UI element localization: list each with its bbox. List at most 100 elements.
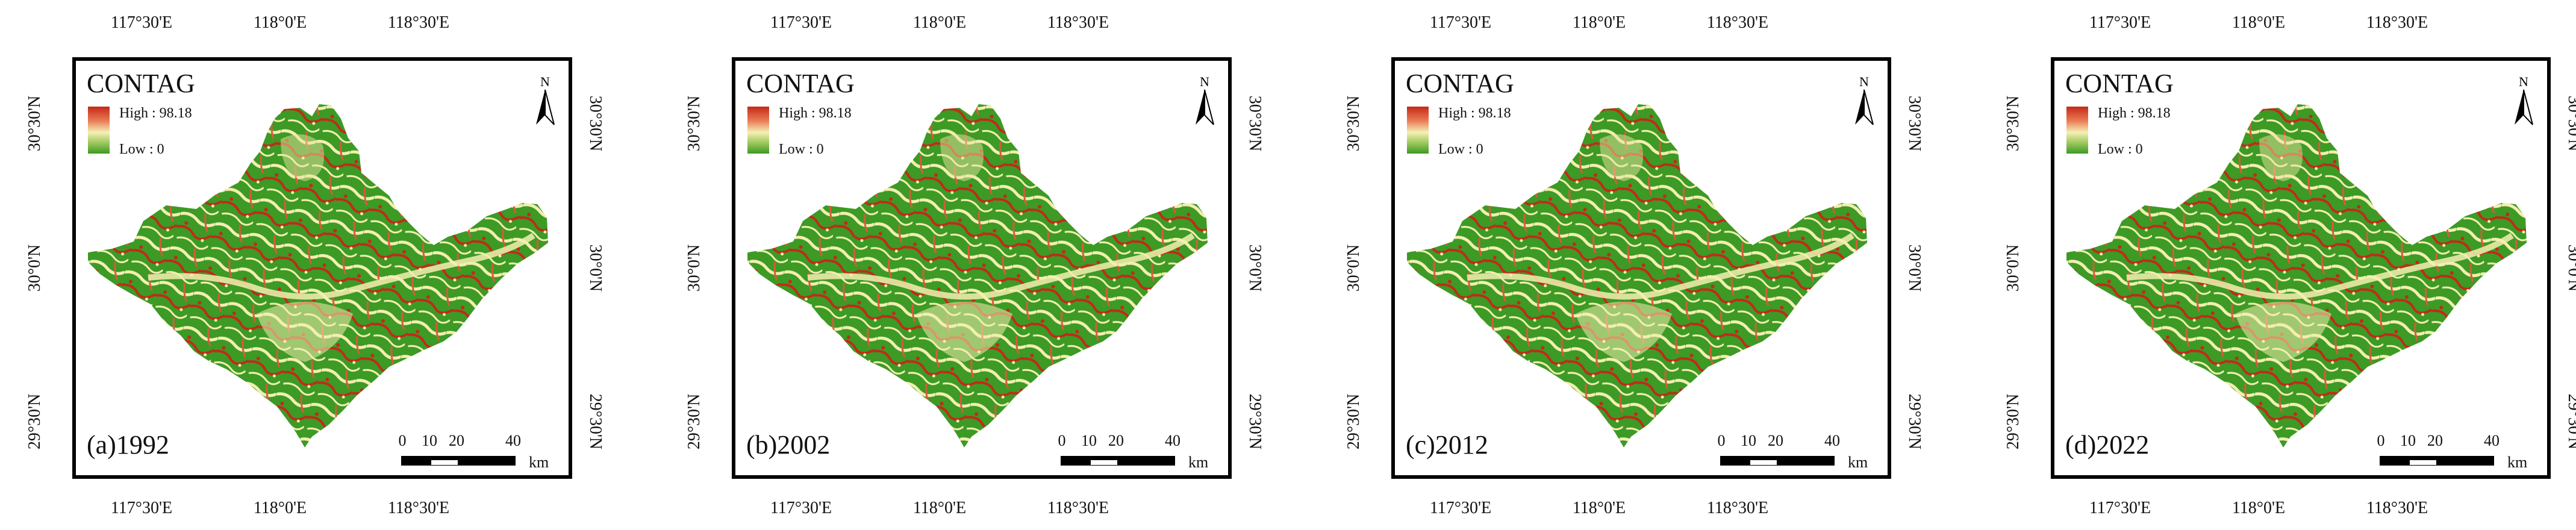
study-area-region bbox=[1407, 104, 1867, 447]
study-area-region bbox=[88, 104, 548, 447]
scale-unit: km bbox=[1188, 454, 1209, 471]
scale-bar: 0 10 20 40 km bbox=[2377, 432, 2536, 471]
northern-plateau bbox=[2259, 134, 2303, 181]
scale-bar-white-segment bbox=[431, 460, 458, 465]
bottom-longitude-label: 118°30'E bbox=[387, 499, 450, 517]
scale-tick-label: 40 bbox=[1824, 432, 1840, 449]
scale-bar: 0 10 20 40 km bbox=[398, 432, 558, 471]
map-frame: CONTAG High : 98.18 Low : 0 N (d)2022 0 … bbox=[2051, 57, 2551, 479]
right-latitude-label: 30°30'N bbox=[1246, 95, 1264, 152]
river-valley bbox=[807, 232, 1195, 300]
legend-high-label: High : 98.18 bbox=[779, 105, 852, 121]
scale-unit: km bbox=[2507, 454, 2528, 471]
map-frame: CONTAG High : 98.18 Low : 0 N (b)2002 0 … bbox=[732, 57, 1232, 479]
scale-bar: 0 10 20 40 km bbox=[1718, 432, 1877, 471]
left-latitude-label: 30°30'N bbox=[25, 95, 44, 152]
top-longitude-label: 117°30'E bbox=[770, 13, 832, 32]
left-latitude-label: 30°30'N bbox=[1344, 95, 1363, 152]
north-arrow-letter: N bbox=[540, 74, 550, 89]
north-arrow-letter: N bbox=[1200, 74, 1209, 89]
scale-unit: km bbox=[529, 454, 549, 471]
contag-raster-map bbox=[88, 104, 548, 447]
left-latitude-label: 30°30'N bbox=[2004, 95, 2022, 152]
legend-low-label: Low : 0 bbox=[779, 142, 824, 157]
scale-tick-label: 10 bbox=[1081, 432, 1097, 449]
bottom-longitude-label: 118°30'E bbox=[1706, 499, 1769, 517]
legend-low-label: Low : 0 bbox=[2098, 142, 2143, 157]
right-latitude-label: 30°0'N bbox=[2565, 244, 2576, 292]
top-longitude-label: 118°30'E bbox=[1706, 13, 1769, 32]
contag-raster-map bbox=[747, 104, 1208, 447]
scale-bar-white-segment bbox=[2410, 460, 2436, 465]
scale-tick-label: 20 bbox=[1768, 432, 1783, 449]
scale-tick-label: 0 bbox=[398, 432, 407, 449]
left-latitude-label: 29°30'N bbox=[1344, 393, 1363, 450]
study-area-region bbox=[2066, 104, 2527, 447]
map-panel-1: 117°30'E 118°0'E 118°30'E 117°30'E 118°0… bbox=[12, 0, 614, 530]
legend-low-label: Low : 0 bbox=[119, 142, 164, 157]
legend-title: CONTAG bbox=[87, 69, 195, 98]
panel-year-label: (a)1992 bbox=[87, 430, 169, 460]
right-latitude-label: 29°30'N bbox=[2565, 393, 2576, 450]
map-panel-2: 117°30'E 118°0'E 118°30'E 117°30'E 118°0… bbox=[672, 0, 1274, 530]
left-latitude-label: 30°0'N bbox=[1344, 244, 1363, 292]
north-arrow-icon: N bbox=[2515, 74, 2533, 125]
basin-highlight bbox=[257, 302, 353, 362]
left-latitude-label: 29°30'N bbox=[685, 393, 703, 450]
top-longitude-label: 118°0'E bbox=[912, 13, 967, 32]
top-longitude-label: 118°30'E bbox=[1047, 13, 1109, 32]
scale-tick-label: 40 bbox=[505, 432, 521, 449]
legend-color-ramp bbox=[88, 107, 110, 154]
scale-bar-white-segment bbox=[1750, 460, 1777, 465]
legend-high-label: High : 98.18 bbox=[2098, 105, 2171, 121]
northern-plateau bbox=[940, 134, 984, 181]
right-latitude-label: 29°30'N bbox=[1905, 393, 1924, 450]
scale-tick-label: 0 bbox=[2377, 432, 2385, 449]
scale-bar-graphic bbox=[401, 456, 516, 466]
scale-tick-label: 40 bbox=[1165, 432, 1180, 449]
top-longitude-label: 118°30'E bbox=[2366, 13, 2428, 32]
bottom-longitude-label: 118°0'E bbox=[2231, 499, 2286, 517]
scale-tick-label: 20 bbox=[1108, 432, 1124, 449]
legend-low-label: Low : 0 bbox=[1438, 142, 1483, 157]
panel-year-label: (b)2002 bbox=[746, 430, 831, 460]
top-longitude-label: 118°0'E bbox=[2231, 13, 2286, 32]
right-latitude-label: 30°30'N bbox=[586, 95, 605, 152]
basin-highlight bbox=[1576, 302, 1672, 362]
right-latitude-label: 30°0'N bbox=[1905, 244, 1924, 292]
panel-year-label: (c)2012 bbox=[1406, 430, 1488, 460]
scale-tick-label: 20 bbox=[2427, 432, 2443, 449]
bottom-longitude-label: 118°0'E bbox=[912, 499, 967, 517]
left-latitude-label: 30°0'N bbox=[2004, 244, 2022, 292]
bottom-longitude-label: 117°30'E bbox=[110, 499, 173, 517]
left-latitude-label: 30°0'N bbox=[25, 244, 44, 292]
left-latitude-label: 30°30'N bbox=[685, 95, 703, 152]
scale-tick-label: 40 bbox=[2484, 432, 2500, 449]
bottom-longitude-label: 118°30'E bbox=[1047, 499, 1109, 517]
scale-unit: km bbox=[1848, 454, 1868, 471]
bottom-longitude-label: 117°30'E bbox=[1429, 499, 1492, 517]
basin-highlight bbox=[2235, 302, 2331, 362]
river-valley bbox=[148, 232, 535, 300]
north-arrow-icon: N bbox=[1196, 74, 1214, 125]
north-arrow-icon: N bbox=[1855, 74, 1874, 125]
map-frame: CONTAG High : 98.18 Low : 0 N (c)2012 0 … bbox=[1391, 57, 1891, 479]
top-longitude-label: 117°30'E bbox=[1429, 13, 1492, 32]
legend-high-label: High : 98.18 bbox=[1438, 105, 1511, 121]
scale-tick-label: 20 bbox=[449, 432, 464, 449]
legend-high-label: High : 98.18 bbox=[119, 105, 192, 121]
right-latitude-label: 30°0'N bbox=[1246, 244, 1264, 292]
bottom-longitude-label: 117°30'E bbox=[770, 499, 832, 517]
scale-bar: 0 10 20 40 km bbox=[1058, 432, 1217, 471]
right-latitude-label: 29°30'N bbox=[1246, 393, 1264, 450]
study-area-region bbox=[747, 104, 1208, 447]
scale-bar-white-segment bbox=[1091, 460, 1117, 465]
bottom-longitude-label: 118°30'E bbox=[2366, 499, 2428, 517]
bottom-longitude-label: 118°0'E bbox=[1572, 499, 1626, 517]
legend-title: CONTAG bbox=[1406, 69, 1514, 98]
top-longitude-label: 117°30'E bbox=[2089, 13, 2151, 32]
legend-title: CONTAG bbox=[2065, 69, 2174, 98]
right-latitude-label: 30°30'N bbox=[2565, 95, 2576, 152]
legend-title: CONTAG bbox=[746, 69, 855, 98]
bottom-longitude-label: 118°0'E bbox=[253, 499, 307, 517]
